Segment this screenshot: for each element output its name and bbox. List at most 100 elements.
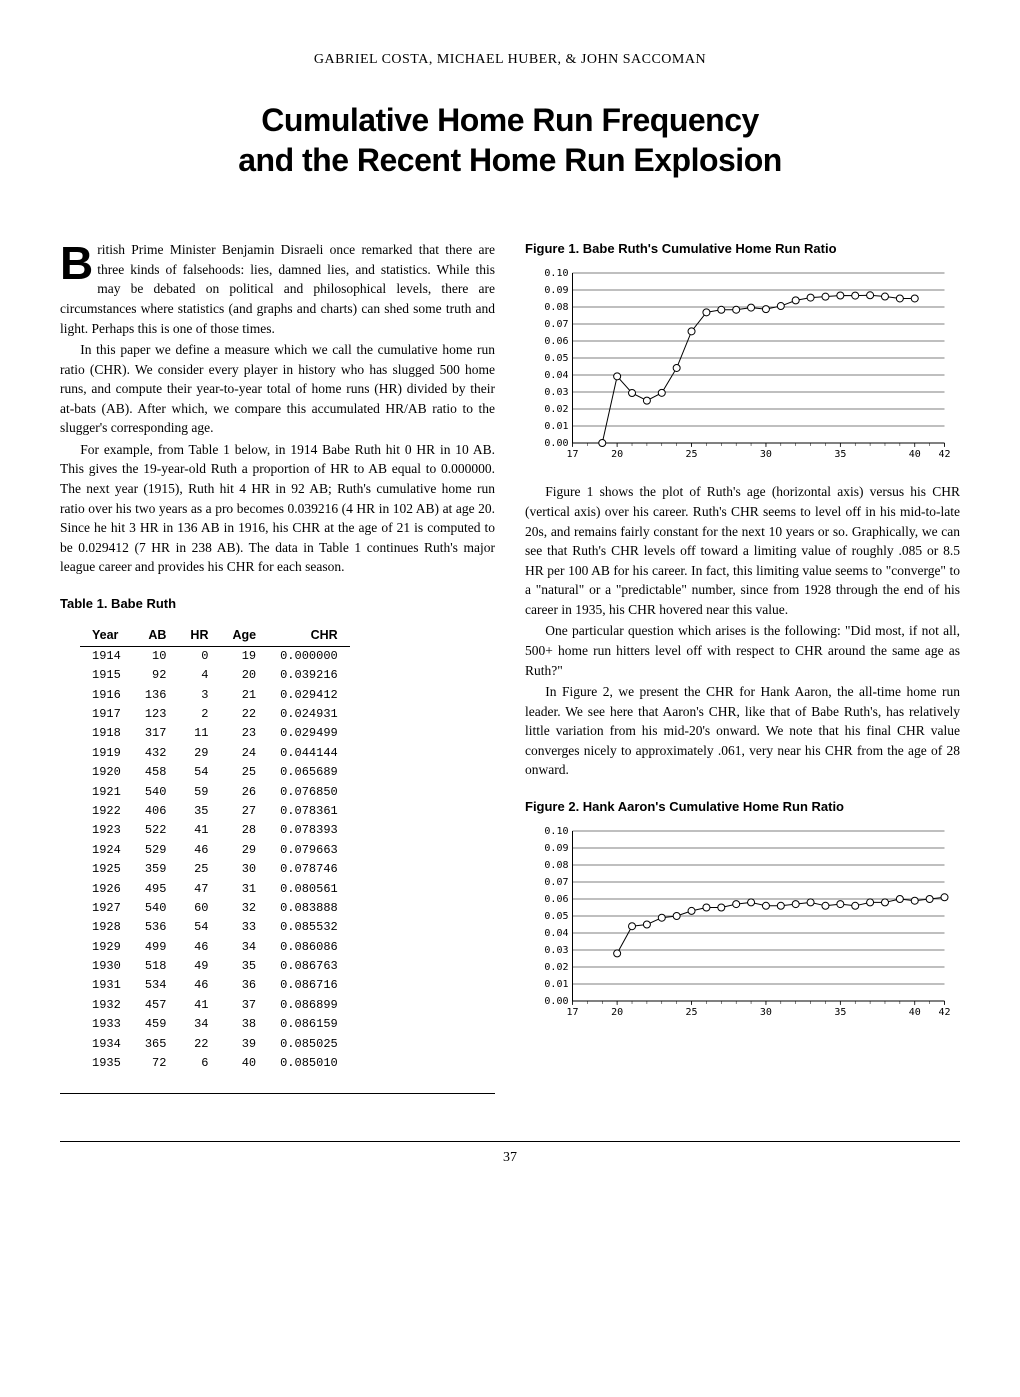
table-cell: 54 [178,918,220,937]
table-cell: 406 [133,802,179,821]
table-cell: 30 [220,860,268,879]
table-cell: 534 [133,976,179,995]
table-cell: 26 [220,783,268,802]
table-row: 192535925300.078746 [80,860,350,879]
svg-text:0.05: 0.05 [544,353,568,364]
table-cell: 0.024931 [268,705,350,724]
table-cell: 38 [220,1015,268,1034]
table-cell: 46 [178,976,220,995]
title-line-1: Cumulative Home Run Frequency [261,102,759,138]
svg-text:17: 17 [566,449,578,460]
figure-2-chart: 0.000.010.020.030.040.050.060.070.080.09… [525,823,960,1023]
table-row: 192154059260.076850 [80,783,350,802]
table-cell: 10 [133,646,179,666]
table-cell: 1919 [80,744,133,763]
svg-text:0.07: 0.07 [544,877,568,888]
table-cell: 0.083888 [268,899,350,918]
svg-text:0.05: 0.05 [544,911,568,922]
svg-text:17: 17 [566,1007,578,1018]
table-cell: 22 [220,705,268,724]
table-cell: 23 [220,724,268,743]
table-cell: 0.080561 [268,880,350,899]
paragraph-6: In Figure 2, we present the CHR for Hank… [525,682,960,780]
table-cell: 0.029412 [268,686,350,705]
table-cell: 35 [220,957,268,976]
table-row: 192754060320.083888 [80,899,350,918]
table-cell: 1922 [80,802,133,821]
svg-text:0.09: 0.09 [544,285,568,296]
table-cell: 49 [178,957,220,976]
svg-text:0.01: 0.01 [544,421,568,432]
table-row: 193153446360.086716 [80,976,350,995]
table-cell: 39 [220,1035,268,1054]
table-cell: 540 [133,899,179,918]
table-cell: 47 [178,880,220,899]
svg-text:30: 30 [760,1007,772,1018]
left-column: British Prime Minister Benjamin Disraeli… [60,240,495,1101]
table-1-title: Table 1. Babe Ruth [60,595,495,614]
figure-1-title: Figure 1. Babe Ruth's Cumulative Home Ru… [525,240,960,259]
svg-text:35: 35 [834,449,846,460]
paragraph-2: In this paper we define a measure which … [60,340,495,438]
table-cell: 3 [178,686,220,705]
svg-text:0.07: 0.07 [544,319,568,330]
table-cell: 458 [133,763,179,782]
table-row: 192853654330.085532 [80,918,350,937]
page-number: 37 [60,1141,960,1168]
table-cell: 1931 [80,976,133,995]
svg-text:35: 35 [834,1007,846,1018]
table-cell: 11 [178,724,220,743]
table-cell: 459 [133,1015,179,1034]
table-cell: 60 [178,899,220,918]
table-cell: 4 [178,666,220,685]
table-cell: 1930 [80,957,133,976]
table-cell: 1935 [80,1054,133,1073]
table-cell: 27 [220,802,268,821]
table-cell: 35 [178,802,220,821]
table-cell: 1916 [80,686,133,705]
table-cell: 25 [220,763,268,782]
table-cell: 359 [133,860,179,879]
table-cell: 46 [178,938,220,957]
table-bottom-rule [60,1093,495,1094]
svg-text:0.00: 0.00 [544,996,568,1007]
table-cell: 1915 [80,666,133,685]
svg-text:0.06: 0.06 [544,894,568,905]
table-1-body: 1914100190.0000001915924200.039216191613… [80,646,350,1073]
table-cell: 1926 [80,880,133,899]
table-row: 193345934380.086159 [80,1015,350,1034]
paragraph-3: For example, from Table 1 below, in 1914… [60,440,495,577]
table-row: 19171232220.024931 [80,705,350,724]
svg-text:0.00: 0.00 [544,438,568,449]
table-cell: 92 [133,666,179,685]
figure-2-title: Figure 2. Hank Aaron's Cumulative Home R… [525,798,960,817]
table-cell: 0.039216 [268,666,350,685]
table-cell: 54 [178,763,220,782]
table-cell: 499 [133,938,179,957]
table-cell: 1924 [80,841,133,860]
table-cell: 0.079663 [268,841,350,860]
svg-text:42: 42 [938,1007,950,1018]
table-cell: 522 [133,821,179,840]
table-cell: 28 [220,821,268,840]
table-cell: 36 [220,976,268,995]
table-cell: 59 [178,783,220,802]
table-cell: 0.086086 [268,938,350,957]
table-cell: 2 [178,705,220,724]
svg-text:0.10: 0.10 [544,826,568,837]
paragraph-1-text: ritish Prime Minister Benjamin Disraeli … [60,242,495,335]
svg-text:0.03: 0.03 [544,387,568,398]
table-cell: 0.086899 [268,996,350,1015]
table-row: 191943229240.044144 [80,744,350,763]
svg-text:25: 25 [686,449,698,460]
table-row: 1935726400.085010 [80,1054,350,1073]
table-row: 191831711230.029499 [80,724,350,743]
svg-text:0.01: 0.01 [544,979,568,990]
figure-1-chart: 0.000.010.020.030.040.050.060.070.080.09… [525,265,960,465]
table-row: 1915924200.039216 [80,666,350,685]
table-cell: 1923 [80,821,133,840]
svg-text:0.06: 0.06 [544,336,568,347]
svg-text:0.08: 0.08 [544,302,568,313]
table-cell: 432 [133,744,179,763]
table-cell: 0.086763 [268,957,350,976]
